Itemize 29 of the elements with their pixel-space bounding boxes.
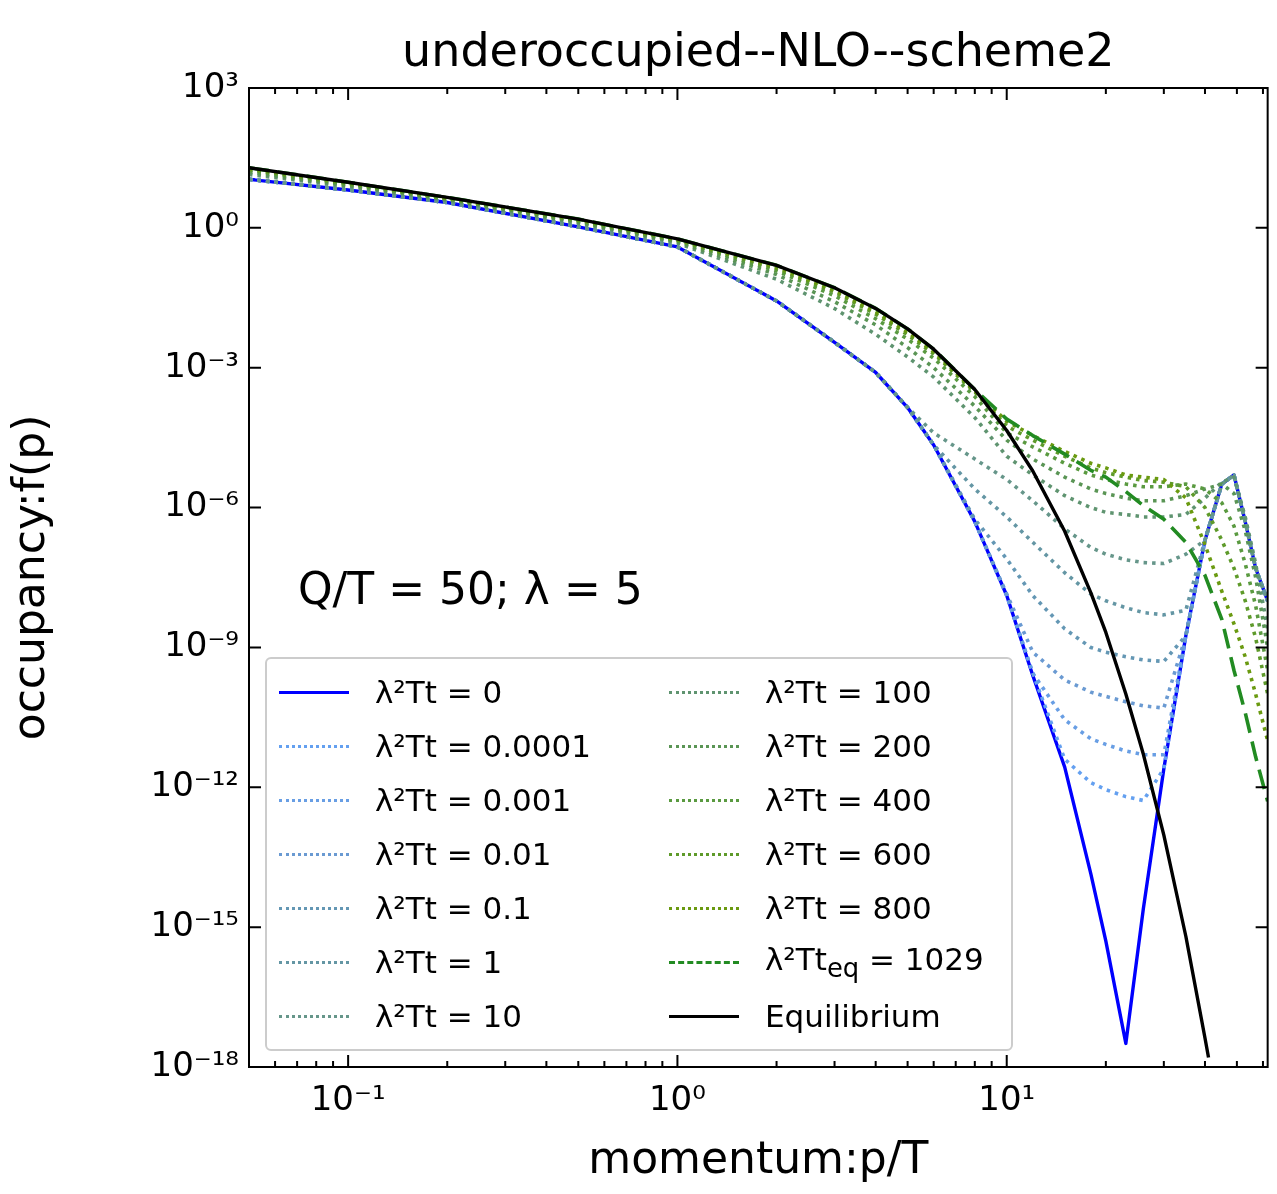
annotation: Q/T = 50; λ = 5 [297,562,643,614]
legend-label: λ²Tt = 10 [375,998,522,1034]
chart-title: underoccupied--NLO--scheme2 [402,23,1115,77]
y-tick-label: 10⁻³ [164,344,239,385]
y-tick-label: 10⁻⁹ [164,624,239,665]
y-axis-title: occupancy:f(p) [2,414,54,741]
legend-label: λ²Tt = 0.1 [375,890,532,926]
legend-label: λ²Tt = 0.001 [375,782,572,818]
legend-label: λ²Tt = 1 [375,944,503,980]
x-tick-label: 10¹ [978,1078,1036,1119]
legend-label: λ²Tt = 100 [765,674,932,710]
legend-label: λ²Tt = 400 [765,782,932,818]
legend-label: λ²Tt = 0 [375,674,503,710]
y-tick-label: 10⁻¹⁵ [150,903,239,944]
legend-label: λ²Tt$_{eq}$ = 1029 [765,940,984,984]
x-axis-title: momentum:p/T [588,1132,929,1184]
legend-label: Equilibrium [765,998,941,1034]
y-tick-label: 10⁻⁶ [164,484,239,525]
y-tick-label: 10³ [182,64,239,105]
legend-label: λ²Tt = 0.0001 [375,728,592,764]
legend-label: λ²Tt = 600 [765,836,932,872]
x-tick-label: 10⁻¹ [310,1078,386,1119]
y-tick-label: 10⁻¹⁸ [150,1043,239,1084]
legend-label: λ²Tt = 200 [765,728,932,764]
y-tick-label: 10⁰ [182,204,239,245]
y-tick-label: 10⁻¹² [150,764,239,805]
legend-label: λ²Tt = 800 [765,890,932,926]
legend-label: λ²Tt = 0.01 [375,836,552,872]
x-tick-label: 10⁰ [648,1078,706,1119]
